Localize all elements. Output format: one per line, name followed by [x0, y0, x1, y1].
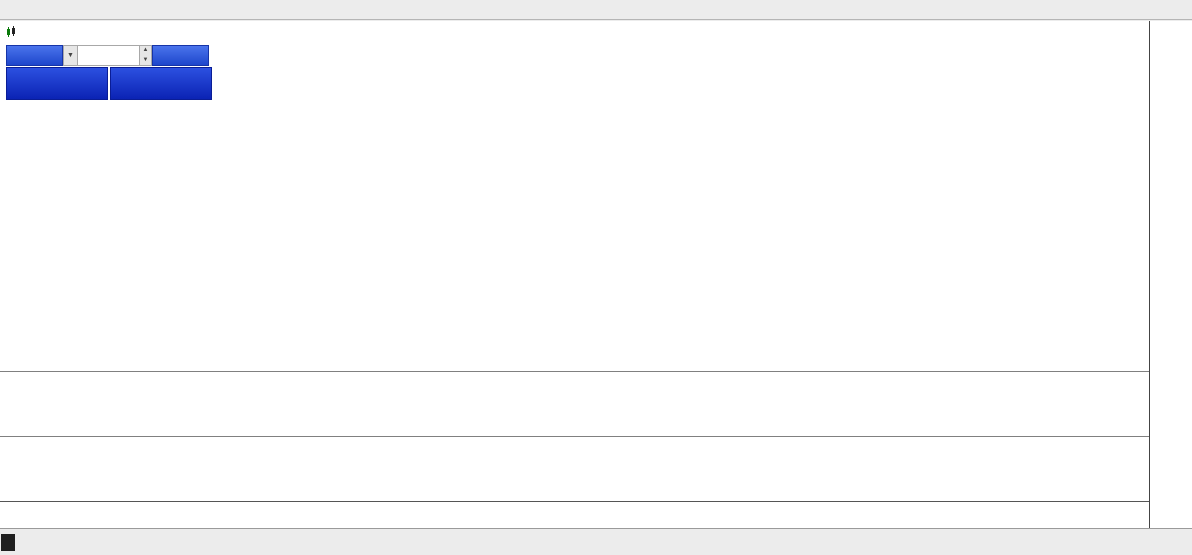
tab-corner-icon[interactable]: [1, 533, 15, 551]
chart-tab-bar: [0, 528, 1192, 555]
one-click-trading-panel: ▼ ▲ ▼: [6, 45, 212, 100]
buy-button[interactable]: [152, 45, 209, 66]
price-chart-pane: ▼ ▲ ▼: [0, 21, 1149, 371]
sell-button[interactable]: [6, 45, 63, 66]
volume-decrease-button[interactable]: ▼: [142, 56, 149, 63]
one-click-trading-row: ▼ ▲ ▼: [6, 45, 212, 66]
one-click-price-row: [6, 67, 212, 100]
plot-column: ▼ ▲ ▼: [0, 21, 1149, 528]
price-axis-rsi: [1150, 437, 1192, 501]
chart-window: ▼ ▲ ▼: [0, 21, 1192, 528]
volume-dropdown-button[interactable]: ▼: [63, 45, 78, 66]
chart-icon: [6, 26, 16, 37]
rsi-canvas[interactable]: [0, 437, 1149, 501]
volume-input[interactable]: [78, 45, 139, 66]
timeframe-toolbar: [0, 0, 1192, 20]
time-axis[interactable]: [0, 501, 1149, 528]
macd-canvas[interactable]: [0, 372, 1149, 436]
macd-pane: [0, 371, 1149, 436]
price-axis[interactable]: [1149, 21, 1192, 528]
rsi-pane: [0, 436, 1149, 501]
price-axis-main: [1150, 21, 1192, 371]
volume-stepper: ▲ ▼: [139, 45, 152, 66]
sell-price-button[interactable]: [6, 67, 108, 100]
buy-price-button[interactable]: [110, 67, 212, 100]
price-axis-macd: [1150, 372, 1192, 436]
volume-increase-button[interactable]: ▲: [142, 47, 149, 53]
ohlc-info-line: [6, 26, 41, 37]
chevron-down-icon: ▼: [67, 52, 74, 59]
